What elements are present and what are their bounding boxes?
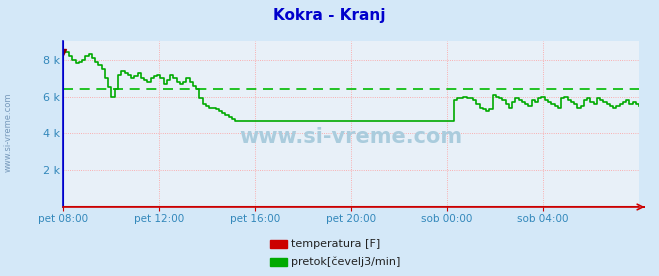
Text: Kokra - Kranj: Kokra - Kranj: [273, 8, 386, 23]
Text: www.si-vreme.com: www.si-vreme.com: [239, 128, 463, 147]
Text: www.si-vreme.com: www.si-vreme.com: [3, 93, 13, 172]
Text: temperatura [F]: temperatura [F]: [291, 239, 380, 249]
Text: pretok[čevelj3/min]: pretok[čevelj3/min]: [291, 257, 401, 267]
